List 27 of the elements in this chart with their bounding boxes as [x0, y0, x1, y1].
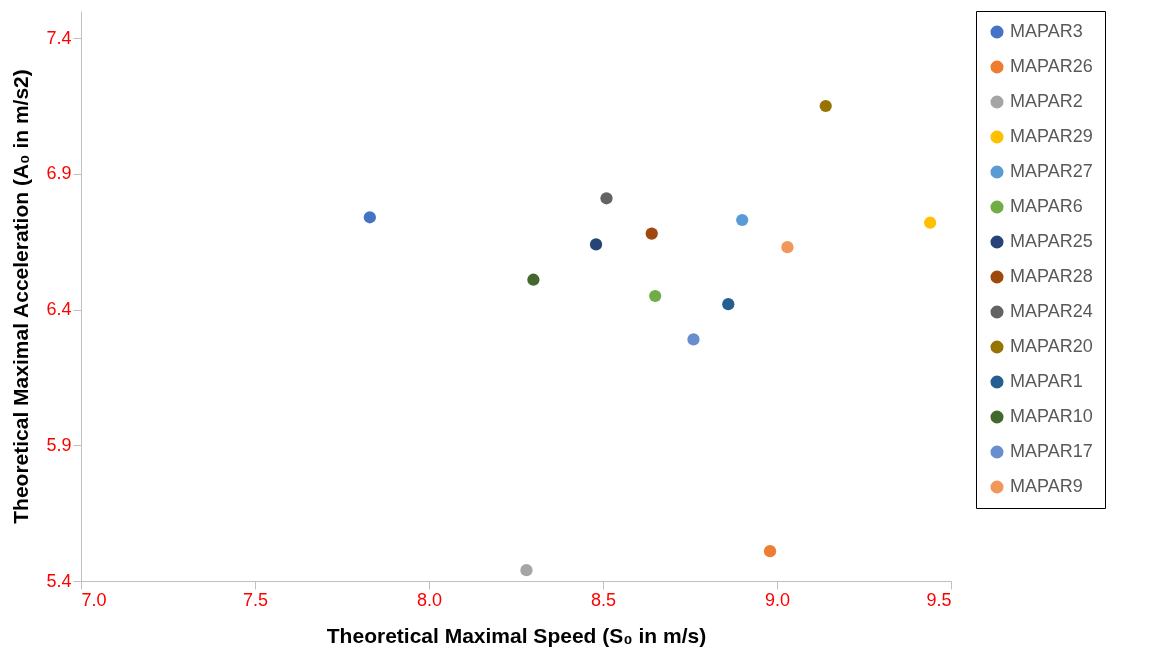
x-tick-label: 7.0	[81, 589, 107, 610]
legend-label: MAPAR6	[1010, 196, 1083, 216]
y-tick-label: 5.9	[46, 434, 72, 455]
legend-label: MAPAR9	[1010, 476, 1083, 496]
y-tick-label: 6.9	[46, 163, 72, 184]
legend-label: MAPAR1	[1010, 371, 1083, 391]
legend-label: MAPAR25	[1010, 231, 1093, 251]
legend-label: MAPAR10	[1010, 406, 1093, 426]
y-tick-label: 7.4	[46, 27, 72, 48]
x-tick-label: 9.5	[926, 589, 952, 610]
y-tick-label: 5.4	[46, 570, 72, 591]
legend-label: MAPAR2	[1010, 91, 1083, 111]
legend-label: MAPAR3	[1010, 21, 1083, 41]
x-tick-label: 8.0	[416, 589, 443, 610]
legend-label: MAPAR17	[1010, 441, 1093, 461]
x-tick-label: 9.0	[764, 589, 791, 610]
y-axis-title: Theoretical Maximal Acceleration (A₀ in m/s2)	[9, 69, 33, 524]
legend-label: MAPAR27	[1010, 161, 1093, 181]
legend-label: MAPAR28	[1010, 266, 1093, 286]
x-tick-label: 8.5	[590, 589, 617, 610]
legend-label: MAPAR29	[1010, 126, 1093, 146]
y-tick-label: 6.4	[46, 299, 72, 320]
legend-label: MAPAR24	[1010, 301, 1093, 321]
x-tick-label: 7.5	[242, 589, 269, 610]
x-axis-title: Theoretical Maximal Speed (S₀ in m/s)	[326, 623, 707, 647]
legend-label: MAPAR20	[1010, 336, 1093, 356]
legend-label: MAPAR26	[1010, 56, 1093, 76]
